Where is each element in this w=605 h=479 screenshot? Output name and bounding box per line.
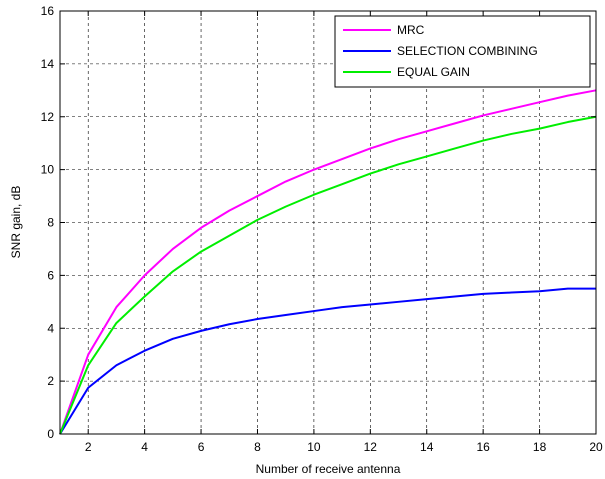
- x-tick-label: 8: [254, 440, 261, 454]
- x-axis-label: Number of receive antenna: [256, 462, 401, 476]
- x-tick-label: 6: [198, 440, 205, 454]
- axis-ticks: 2 4 6 8 10 12 14 16 18 20 0 2 4 6 8 10 12 14 16: [41, 4, 603, 454]
- series-line-mrc: [59, 89, 597, 435]
- x-tick-label: 4: [141, 440, 148, 454]
- y-axis-label: SNR gain, dB: [9, 186, 23, 259]
- y-tick-label: 4: [47, 321, 54, 335]
- y-tick-label: 0: [47, 427, 54, 441]
- series-line-equal-gain: [59, 115, 597, 435]
- y-tick-label: 12: [41, 110, 55, 124]
- x-tick-label: 10: [307, 440, 321, 454]
- x-tick-label: 2: [85, 440, 92, 454]
- y-tick-label: 8: [47, 216, 54, 230]
- series-lines: [59, 89, 597, 435]
- legend-label: SELECTION COMBINING: [397, 44, 538, 58]
- y-tick-label: 10: [41, 163, 55, 177]
- x-tick-label: 14: [420, 440, 434, 454]
- grid: [60, 11, 596, 434]
- legend: MRC SELECTION COMBINING EQUAL GAIN: [334, 15, 591, 88]
- legend-label: MRC: [397, 23, 425, 37]
- x-tick-label: 20: [589, 440, 603, 454]
- x-tick-label: 18: [533, 440, 547, 454]
- y-tick-label: 16: [41, 4, 55, 18]
- series-line-selection-combining: [59, 287, 596, 435]
- y-tick-label: 6: [47, 268, 54, 282]
- x-tick-label: 12: [364, 440, 378, 454]
- y-tick-label: 14: [41, 57, 55, 71]
- y-tick-label: 2: [47, 374, 54, 388]
- x-tick-label: 16: [476, 440, 490, 454]
- legend-label: EQUAL GAIN: [397, 65, 470, 79]
